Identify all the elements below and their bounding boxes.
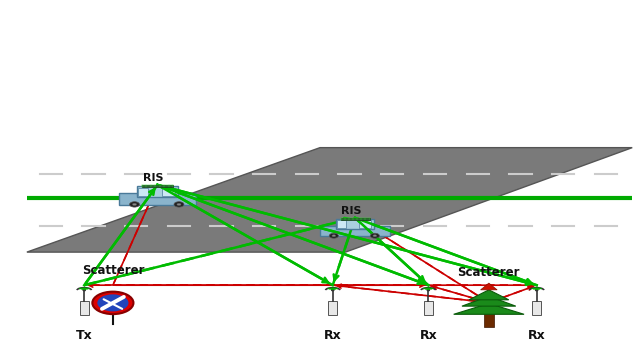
Bar [138,188,148,196]
Bar [136,186,179,197]
Polygon shape [481,283,497,290]
Circle shape [177,203,181,206]
Polygon shape [454,303,524,314]
Bar [119,193,196,205]
Circle shape [428,290,429,291]
Text: Rx: Rx [419,329,437,342]
Polygon shape [27,148,632,252]
Circle shape [92,292,134,314]
Text: RIS: RIS [341,206,362,216]
Bar [340,218,369,220]
Circle shape [536,290,538,291]
Bar [80,301,89,316]
Circle shape [332,235,336,237]
Bar [328,301,337,316]
Text: Rx: Rx [324,329,342,342]
Text: RIS: RIS [143,173,164,183]
Bar [532,301,541,316]
Bar [336,219,374,229]
Circle shape [329,233,339,238]
Bar [359,220,371,228]
Text: Scatterer: Scatterer [82,264,144,277]
Bar [162,188,175,196]
Circle shape [83,290,85,291]
Circle shape [174,202,184,207]
Bar [142,185,173,187]
Circle shape [332,290,334,291]
Polygon shape [469,290,509,300]
Bar [320,226,390,237]
Circle shape [97,294,129,311]
Bar [337,220,346,228]
Circle shape [129,202,140,207]
Circle shape [373,235,377,237]
Text: Tx: Tx [76,329,93,342]
Text: Scatterer: Scatterer [458,266,520,279]
Bar [424,301,433,316]
Circle shape [132,203,136,206]
Polygon shape [462,296,516,306]
Circle shape [371,233,380,238]
Text: Rx: Rx [528,329,545,342]
Bar [484,312,494,327]
